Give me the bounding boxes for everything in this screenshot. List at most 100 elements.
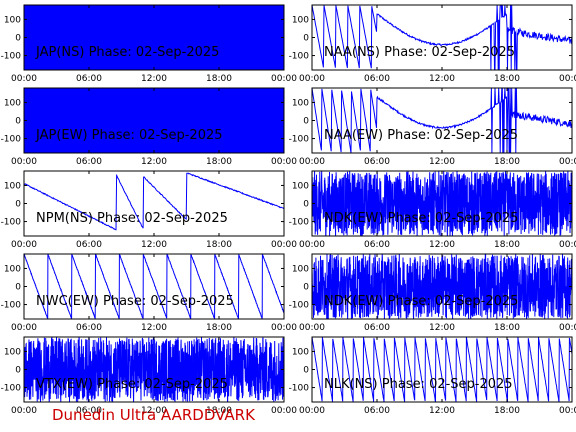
phase-trace: [312, 171, 572, 236]
y-tick-label: 100: [292, 15, 309, 25]
x-tick-label: 12:00: [141, 406, 167, 416]
y-tick-label: -100: [1, 218, 22, 228]
x-tick-label: 06:00: [364, 406, 390, 416]
x-tick-label: 06:00: [76, 240, 102, 250]
x-tick-label: 12:00: [141, 323, 167, 333]
phase-fill: [24, 88, 284, 153]
footer-label: Dunedin Ultra AARDDVARK: [52, 406, 256, 424]
x-tick-label: 00:00: [271, 406, 297, 416]
x-tick-label: 00:00: [11, 323, 37, 333]
phase-fill: [24, 5, 284, 70]
panel-title: NLK(NS) Phase: 02-Sep-2025: [324, 377, 513, 392]
phase-trace: [24, 337, 284, 402]
x-tick-label: 00:00: [271, 323, 297, 333]
x-tick-label: 06:00: [364, 74, 390, 84]
panel-5: 100 0 -100 00:00 06:00 12:00 18:00 00:00 NDK(EW)…: [289, 170, 576, 250]
panels-group: 100 0 -100 00:00 06:00 12:00 18:00 00:00 JAP(NS)…: [1, 4, 576, 416]
y-tick-label: 0: [15, 200, 21, 210]
y-tick-label: 100: [4, 264, 21, 274]
panel-title: JAP(NS) Phase: 02-Sep-2025: [35, 45, 219, 60]
x-tick-label: 06:00: [364, 240, 390, 250]
panel-0: 100 0 -100 00:00 06:00 12:00 18:00 00:00 JAP(NS)…: [1, 4, 297, 84]
x-tick-label: 12:00: [429, 157, 455, 167]
x-tick-label: 00:00: [299, 323, 325, 333]
panel-2: 100 0 -100 00:00 06:00 12:00 18:00 00:00 JAP(EW)…: [1, 87, 297, 167]
y-tick-label: -100: [289, 384, 310, 394]
y-tick-label: 0: [303, 34, 309, 44]
x-tick-label: 18:00: [494, 323, 520, 333]
x-tick-label: 06:00: [76, 406, 102, 416]
y-tick-label: 100: [4, 347, 21, 357]
x-tick-label: 12:00: [141, 74, 167, 84]
x-tick-label: 00:00: [11, 406, 37, 416]
y-tick-label: 0: [15, 366, 21, 376]
x-tick-label: 18:00: [206, 74, 232, 84]
y-tick-label: 100: [292, 347, 309, 357]
x-tick-label: 18:00: [206, 240, 232, 250]
y-tick-label: 100: [4, 98, 21, 108]
x-tick-label: 18:00: [494, 406, 520, 416]
x-tick-label: 12:00: [429, 240, 455, 250]
x-tick-label: 06:00: [364, 157, 390, 167]
y-tick-label: 0: [15, 283, 21, 293]
panel-3: 100 0 -100 00:00 06:00 12:00 18:00 00:00 NAA(EW)…: [289, 87, 576, 167]
x-tick-label: 18:00: [494, 74, 520, 84]
x-tick-label: 00:00: [299, 157, 325, 167]
x-tick-label: 00:00: [11, 157, 37, 167]
panel-title: NDK(EW) Phase: 02-Sep-2025: [324, 294, 518, 309]
plot-frame: [23, 253, 285, 320]
phase-trace: [24, 254, 284, 319]
x-tick-label: 12:00: [429, 323, 455, 333]
x-tick-label: 00:00: [271, 74, 297, 84]
x-tick-label: 18:00: [494, 157, 520, 167]
phase-trace: [312, 5, 572, 70]
y-tick-label: 0: [303, 117, 309, 127]
x-tick-label: 18:00: [206, 157, 232, 167]
panel-title: NWC(EW) Phase: 02-Sep-2025: [36, 294, 234, 309]
y-tick-label: 100: [292, 181, 309, 191]
panel-title: JAP(EW) Phase: 02-Sep-2025: [35, 128, 223, 143]
x-tick-label: 18:00: [494, 240, 520, 250]
y-tick-label: 0: [15, 34, 21, 44]
x-tick-label: 12:00: [141, 157, 167, 167]
y-tick-label: -100: [1, 384, 22, 394]
x-tick-label: 00:00: [11, 74, 37, 84]
x-tick-label: 00:00: [559, 74, 576, 84]
x-tick-label: 12:00: [429, 406, 455, 416]
x-tick-label: 00:00: [559, 406, 576, 416]
panel-8: 100 0 -100 00:00 06:00 12:00 18:00 00:00 VTX(EW)…: [1, 336, 297, 416]
y-tick-label: -100: [289, 218, 310, 228]
panel-title: NAA(EW) Phase: 02-Sep-2025: [324, 128, 518, 143]
panel-6: 100 0 -100 00:00 06:00 12:00 18:00 00:00 NWC(EW)…: [1, 253, 297, 333]
phase-trace: [312, 88, 572, 153]
y-tick-label: -100: [289, 135, 310, 145]
x-tick-label: 00:00: [271, 240, 297, 250]
panel-9: 100 0 -100 00:00 06:00 12:00 18:00 00:00 NLK(NS)…: [289, 336, 576, 416]
y-tick-label: -100: [1, 135, 22, 145]
x-tick-label: 00:00: [559, 157, 576, 167]
x-tick-label: 06:00: [76, 323, 102, 333]
y-tick-label: -100: [289, 52, 310, 62]
x-tick-label: 00:00: [559, 240, 576, 250]
y-tick-label: 100: [292, 264, 309, 274]
panel-title: NAA(NS) Phase: 02-Sep-2025: [324, 45, 515, 60]
x-tick-label: 06:00: [76, 74, 102, 84]
y-tick-label: -100: [1, 301, 22, 311]
x-tick-label: 00:00: [11, 240, 37, 250]
x-tick-label: 00:00: [559, 323, 576, 333]
x-tick-label: 00:00: [299, 240, 325, 250]
x-tick-label: 18:00: [206, 323, 232, 333]
panel-7: 100 0 -100 00:00 06:00 12:00 18:00 00:00 NDK(EW)…: [289, 253, 576, 333]
panel-1: 100 0 -100 00:00 06:00 12:00 18:00 00:00 NAA(NS)…: [289, 4, 576, 84]
x-tick-label: 00:00: [299, 406, 325, 416]
x-tick-label: 18:00: [206, 406, 232, 416]
y-tick-label: 0: [303, 283, 309, 293]
y-tick-label: 0: [15, 117, 21, 127]
x-tick-label: 12:00: [141, 240, 167, 250]
panel-4: 100 0 -100 00:00 06:00 12:00 18:00 00:00 NPM(NS)…: [1, 170, 297, 250]
y-tick-label: -100: [289, 301, 310, 311]
y-tick-label: 100: [4, 181, 21, 191]
x-tick-label: 00:00: [299, 74, 325, 84]
x-tick-label: 12:00: [429, 74, 455, 84]
